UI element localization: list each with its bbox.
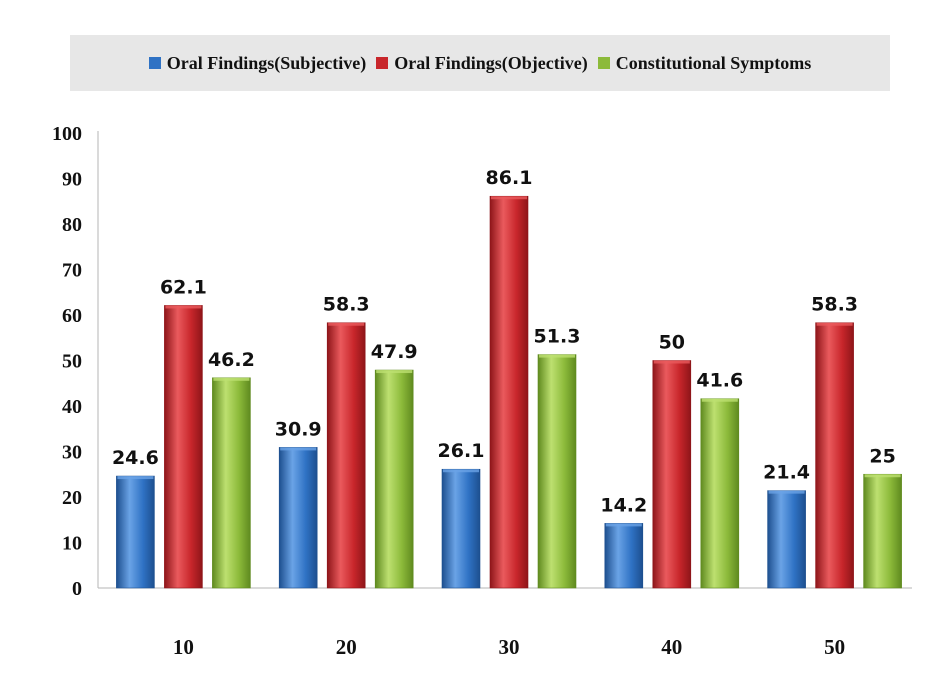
bar-highlight	[768, 490, 805, 494]
bar-highlight	[117, 476, 154, 480]
data-label: 50	[659, 332, 685, 354]
data-label: 58.3	[323, 294, 370, 316]
x-tick-label: 30	[499, 635, 520, 659]
chart-legend: Oral Findings(Subjective) Oral Findings(…	[70, 35, 890, 91]
data-label: 41.6	[696, 370, 743, 392]
data-label: 58.3	[811, 294, 858, 316]
bar-objective	[164, 305, 203, 589]
bar-highlight	[443, 469, 479, 473]
bar-highlight	[280, 447, 317, 451]
y-tick-label: 70	[62, 260, 82, 282]
bar-highlight	[605, 523, 642, 527]
bar-highlight	[539, 354, 575, 358]
y-tick-label: 100	[52, 123, 82, 145]
bar-constitutional	[374, 369, 414, 589]
data-label: 21.4	[763, 462, 810, 484]
data-label: 14.2	[600, 494, 647, 516]
bar-objective	[815, 322, 854, 589]
legend-label-subjective: Oral Findings(Subjective)	[166, 52, 367, 73]
y-tick-label: 0	[72, 578, 82, 600]
bar-objective	[652, 360, 692, 589]
y-tick-label: 80	[62, 214, 82, 236]
legend-item-constitutional: Constitutional Symptoms	[597, 52, 812, 74]
y-tick-label: 90	[62, 169, 82, 191]
chart-data-labels: 24.6 62.1 46.2 30.9 58.3 47.9 26.1 86.1 51.3 14.2…	[112, 167, 896, 516]
bar-highlight	[328, 322, 365, 326]
bar-highlight	[864, 474, 901, 478]
legend-swatch-subjective	[148, 57, 161, 69]
x-tick-label: 20	[336, 635, 357, 659]
bar-highlight	[376, 370, 413, 374]
data-label: 24.6	[112, 447, 159, 469]
bar-highlight	[701, 398, 738, 402]
legend-swatch-objective	[376, 57, 389, 69]
bar-highlight	[653, 360, 690, 364]
x-tick-label: 40	[661, 635, 682, 659]
bar-highlight	[491, 196, 527, 200]
chart-axes: 0 10 20 30 40 50 60 70 80 90 100 10 20 30 40 50	[52, 123, 912, 659]
data-label: 86.1	[486, 167, 533, 189]
data-label: 30.9	[275, 418, 322, 440]
x-tick-label: 50	[824, 635, 845, 659]
bar-highlight	[213, 377, 250, 381]
data-label: 46.2	[208, 349, 255, 371]
bar-highlight	[816, 322, 853, 326]
y-tick-label: 10	[62, 533, 82, 555]
data-label: 26.1	[438, 440, 485, 462]
y-tick-label: 50	[62, 351, 82, 373]
data-label: 47.9	[371, 341, 418, 363]
bar-subjective	[441, 468, 481, 589]
legend-label-constitutional: Constitutional Symptoms	[615, 52, 812, 73]
bar-constitutional	[537, 354, 577, 589]
legend-swatch-constitutional	[597, 57, 610, 69]
data-label: 51.3	[534, 326, 581, 348]
bar-highlight	[165, 305, 202, 309]
legend-item-objective: Oral Findings(Objective)	[376, 52, 588, 74]
bar-subjective	[604, 523, 644, 589]
y-tick-label: 40	[62, 396, 82, 418]
y-tick-label: 30	[62, 442, 82, 464]
legend-label-objective: Oral Findings(Objective)	[394, 52, 588, 73]
bar-constitutional	[863, 473, 902, 589]
x-tick-label: 10	[173, 635, 194, 659]
legend-item-subjective: Oral Findings(Subjective)	[148, 52, 367, 74]
bar-constitutional	[700, 398, 740, 589]
y-tick-label: 60	[62, 305, 82, 327]
y-tick-label: 20	[62, 487, 82, 509]
bar-objective	[489, 195, 529, 589]
data-label: 25	[869, 445, 895, 467]
data-label: 62.1	[160, 276, 207, 298]
bar-objective	[326, 322, 366, 589]
chart-bars	[116, 195, 902, 589]
bar-subjective	[767, 490, 806, 589]
bar-constitutional	[212, 377, 251, 589]
bar-subjective	[116, 475, 155, 589]
bar-subjective	[278, 447, 318, 589]
